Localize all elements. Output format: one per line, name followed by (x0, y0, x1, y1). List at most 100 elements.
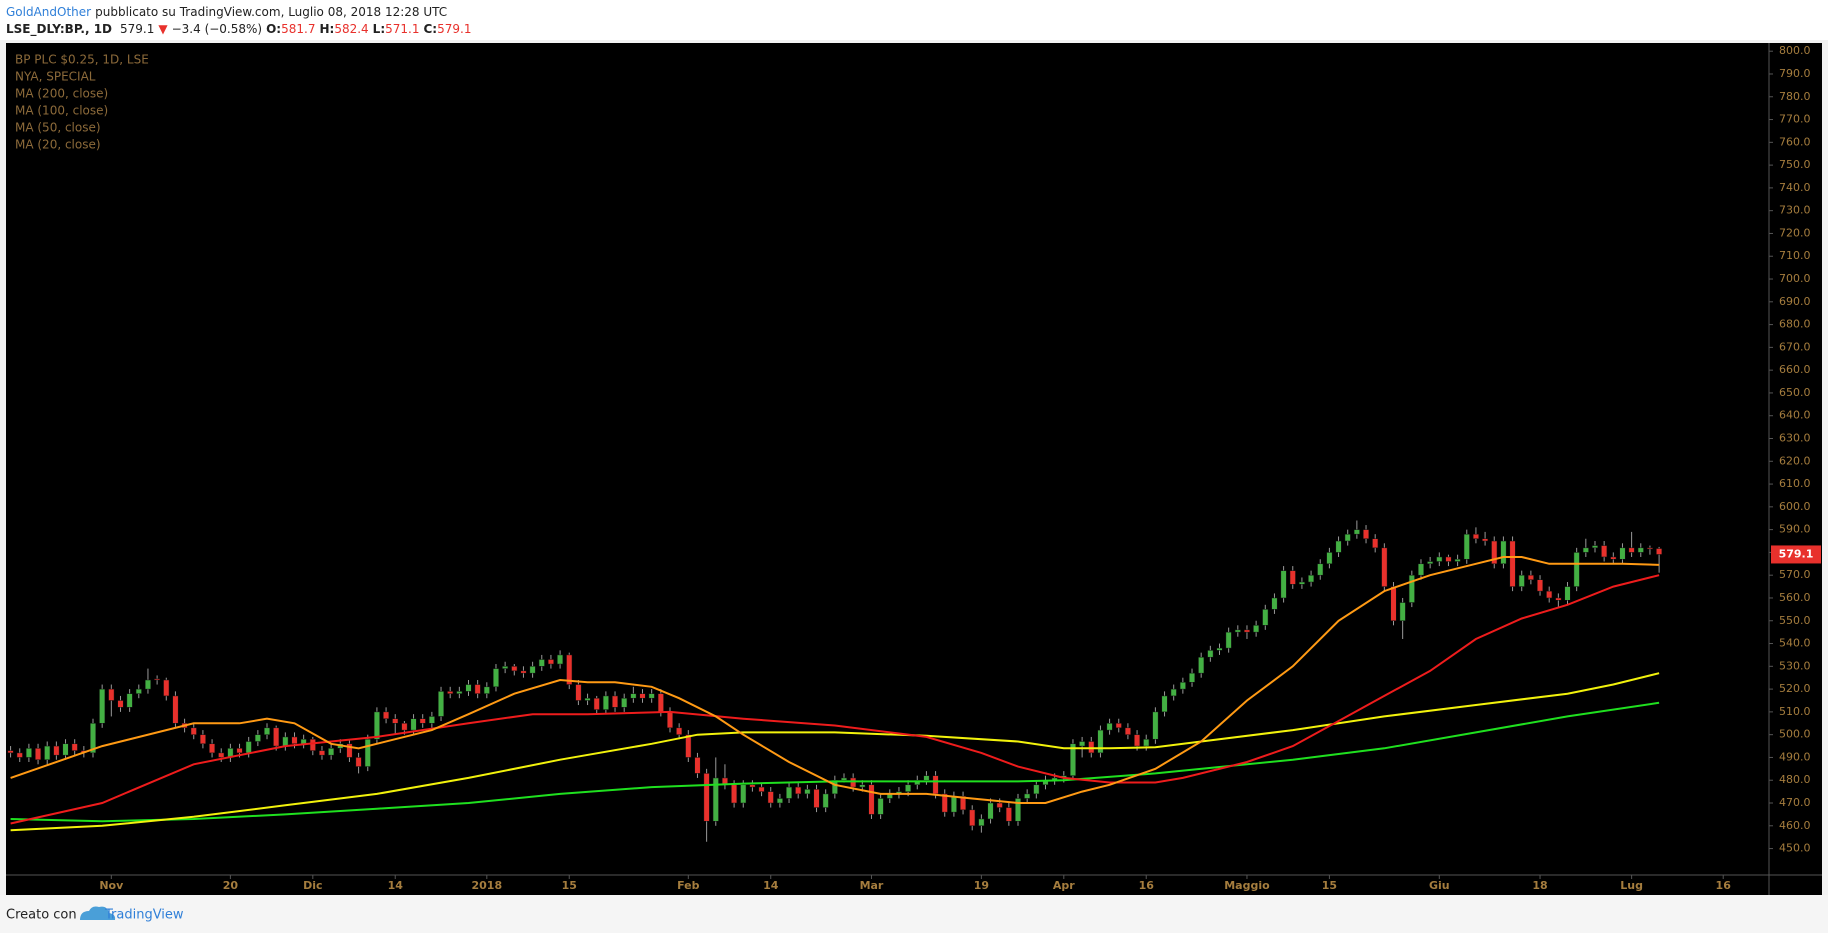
author[interactable]: GoldAndOther (6, 5, 91, 19)
candle-body (850, 777, 857, 788)
y-tick-label: 560.0 (1779, 591, 1811, 604)
candle-body (1582, 547, 1589, 553)
y-tick-label: 640.0 (1779, 409, 1811, 422)
candle-body (1115, 723, 1122, 729)
candle-body (172, 695, 179, 724)
brand[interactable]: TradingView (104, 908, 184, 923)
candle-body (1317, 563, 1324, 576)
footer-text: Creato con (6, 908, 77, 923)
y-tick-label: 510.0 (1779, 705, 1811, 718)
candle-body (557, 654, 564, 665)
candle-body (1134, 734, 1141, 747)
candle-body (914, 779, 921, 786)
candle-body (392, 718, 399, 724)
candle-body (90, 723, 97, 754)
candle-body (62, 743, 69, 756)
candle-body (1372, 538, 1379, 549)
x-tick-label: Dic (303, 879, 322, 892)
plot (7, 520, 1663, 842)
y-tick-label: 550.0 (1779, 614, 1811, 627)
candle-body (1427, 561, 1434, 565)
y-tick-label: 480.0 (1779, 773, 1811, 786)
x-tick-label: 16 (1139, 879, 1155, 892)
candle-body (1564, 586, 1571, 601)
candle-body (1243, 629, 1250, 633)
candle-body (602, 695, 609, 710)
x-tick-label: 14 (763, 879, 779, 892)
y-tick-label: 600.0 (1779, 500, 1811, 513)
candle-body (1216, 647, 1223, 651)
y-tick-label: 750.0 (1779, 158, 1811, 171)
candle-body (1472, 533, 1479, 539)
x-tick-label: Giu (1429, 879, 1450, 892)
symbol: LSE_DLY:BP., 1D (6, 22, 112, 37)
candle-body (401, 723, 408, 731)
candle-body (1271, 597, 1278, 610)
candle-body (694, 757, 701, 774)
legend-subtitle: NYA, SPECIAL (15, 70, 96, 84)
candle-body (1363, 529, 1370, 539)
candle-body (1537, 579, 1544, 592)
candle-body (740, 784, 747, 804)
candle-body (822, 793, 829, 808)
candle-body (1628, 547, 1635, 553)
y-tick-label: 740.0 (1779, 181, 1811, 194)
footer-bg (0, 895, 1828, 933)
arrow: ▼ (158, 22, 168, 36)
y-tick-label: 540.0 (1779, 637, 1811, 650)
candle-body (566, 654, 573, 685)
candle-body (840, 777, 847, 781)
candle-body (1573, 552, 1580, 587)
candle-body (648, 693, 655, 699)
open: 581.7 (281, 22, 315, 36)
candle-body (1015, 798, 1022, 822)
candle-body (1527, 574, 1534, 580)
moving-average (10, 672, 1660, 832)
candle-body (978, 818, 985, 827)
candle-body (1143, 738, 1150, 747)
x-tick-label: 20 (223, 879, 239, 892)
x-tick-label: Lug (1620, 879, 1643, 892)
y-tick-label: 730.0 (1779, 204, 1811, 217)
candle-body (529, 666, 536, 674)
candle-body (731, 784, 738, 804)
candle-body (428, 716, 435, 724)
candle-body (236, 748, 243, 754)
price-tag (1771, 545, 1821, 564)
candle-body (1610, 556, 1617, 560)
logo[interactable] (80, 906, 116, 921)
candle-body (767, 791, 774, 804)
y-tick-label: 800.0 (1779, 44, 1811, 57)
y-tick-label: 660.0 (1779, 363, 1811, 376)
candle-body (712, 777, 719, 822)
candle-body (657, 693, 664, 713)
candle-body (1326, 552, 1333, 565)
candle-body (35, 748, 42, 760)
x-tick-label: 19 (974, 879, 989, 892)
candle-body (786, 786, 793, 799)
candle-body (291, 736, 298, 745)
candle-body (593, 697, 600, 710)
candle-body (1225, 631, 1232, 649)
candle-body (795, 786, 802, 795)
candle-body (1344, 533, 1351, 542)
candle-body (1152, 711, 1159, 740)
candle-body (1500, 540, 1507, 565)
y-tick-label: 590.0 (1779, 523, 1811, 536)
candle-body (1601, 545, 1608, 558)
candle-body (575, 684, 582, 701)
y-tick-label: 520.0 (1779, 682, 1811, 695)
candle-body (1280, 570, 1287, 599)
candle-body (1170, 688, 1177, 697)
candle-body (1417, 563, 1424, 576)
candle-body (996, 802, 1003, 808)
moving-average (10, 556, 1660, 804)
candle-body (1482, 538, 1489, 542)
candle-body (25, 748, 32, 758)
candle-body (410, 718, 417, 731)
candle-body (309, 738, 316, 751)
candle-body (126, 693, 133, 708)
close: 579.1 (437, 22, 471, 36)
candle-body (630, 693, 637, 699)
